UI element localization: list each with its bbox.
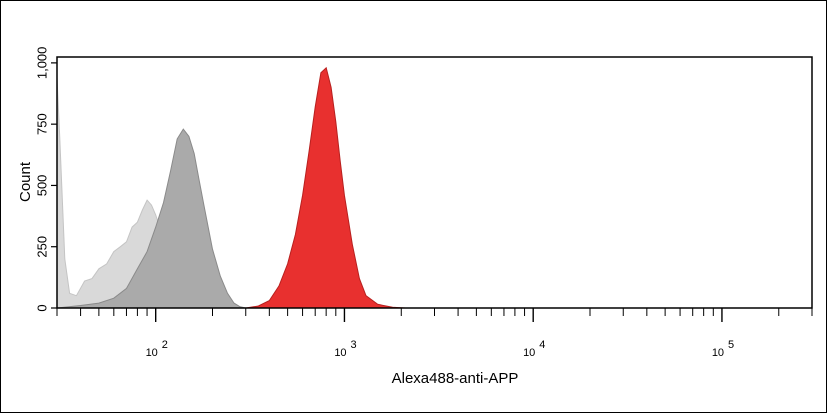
x-tick-label: 10 (712, 347, 724, 359)
y-tick-label: 250 (34, 236, 49, 258)
series-layer (56, 66, 406, 309)
x-axis-title: Alexa488-anti-APP (392, 370, 519, 387)
x-tick-exponent: 5 (728, 339, 734, 351)
y-tick-label: 0 (34, 304, 49, 311)
x-tick-label: 10 (523, 347, 535, 359)
y-tick-label: 500 (34, 175, 49, 197)
histogram-series-2 (56, 128, 246, 309)
y-tick-label: 750 (34, 113, 49, 135)
histogram-series-3 (245, 66, 406, 309)
x-tick-label: 10 (146, 347, 158, 359)
x-tick-exponent: 3 (350, 339, 356, 351)
y-axis-title: Count (17, 161, 34, 202)
x-tick-exponent: 4 (539, 339, 545, 351)
x-axis: 10 2 10 3 10 4 10 5 (56, 308, 813, 359)
x-tick-exponent: 2 (162, 339, 168, 351)
x-tick-label: 10 (334, 347, 346, 359)
y-axis: 0 250 500 750 1,000 (34, 47, 57, 312)
y-tick-label: 1,000 (34, 47, 49, 80)
